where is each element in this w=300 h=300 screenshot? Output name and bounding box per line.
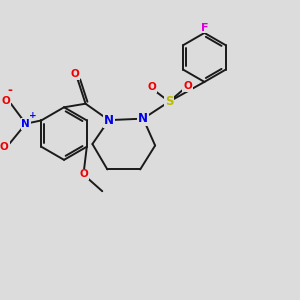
Text: N: N <box>138 112 148 125</box>
Text: O: O <box>1 96 10 106</box>
Text: O: O <box>0 142 9 152</box>
Text: +: + <box>28 111 36 120</box>
Text: O: O <box>183 81 192 91</box>
Text: N: N <box>104 114 114 127</box>
Text: F: F <box>201 22 208 32</box>
Text: O: O <box>79 169 88 179</box>
Text: O: O <box>71 69 80 80</box>
Text: -: - <box>7 84 12 97</box>
Text: O: O <box>148 82 157 92</box>
Text: S: S <box>165 95 173 108</box>
Text: N: N <box>21 119 30 129</box>
